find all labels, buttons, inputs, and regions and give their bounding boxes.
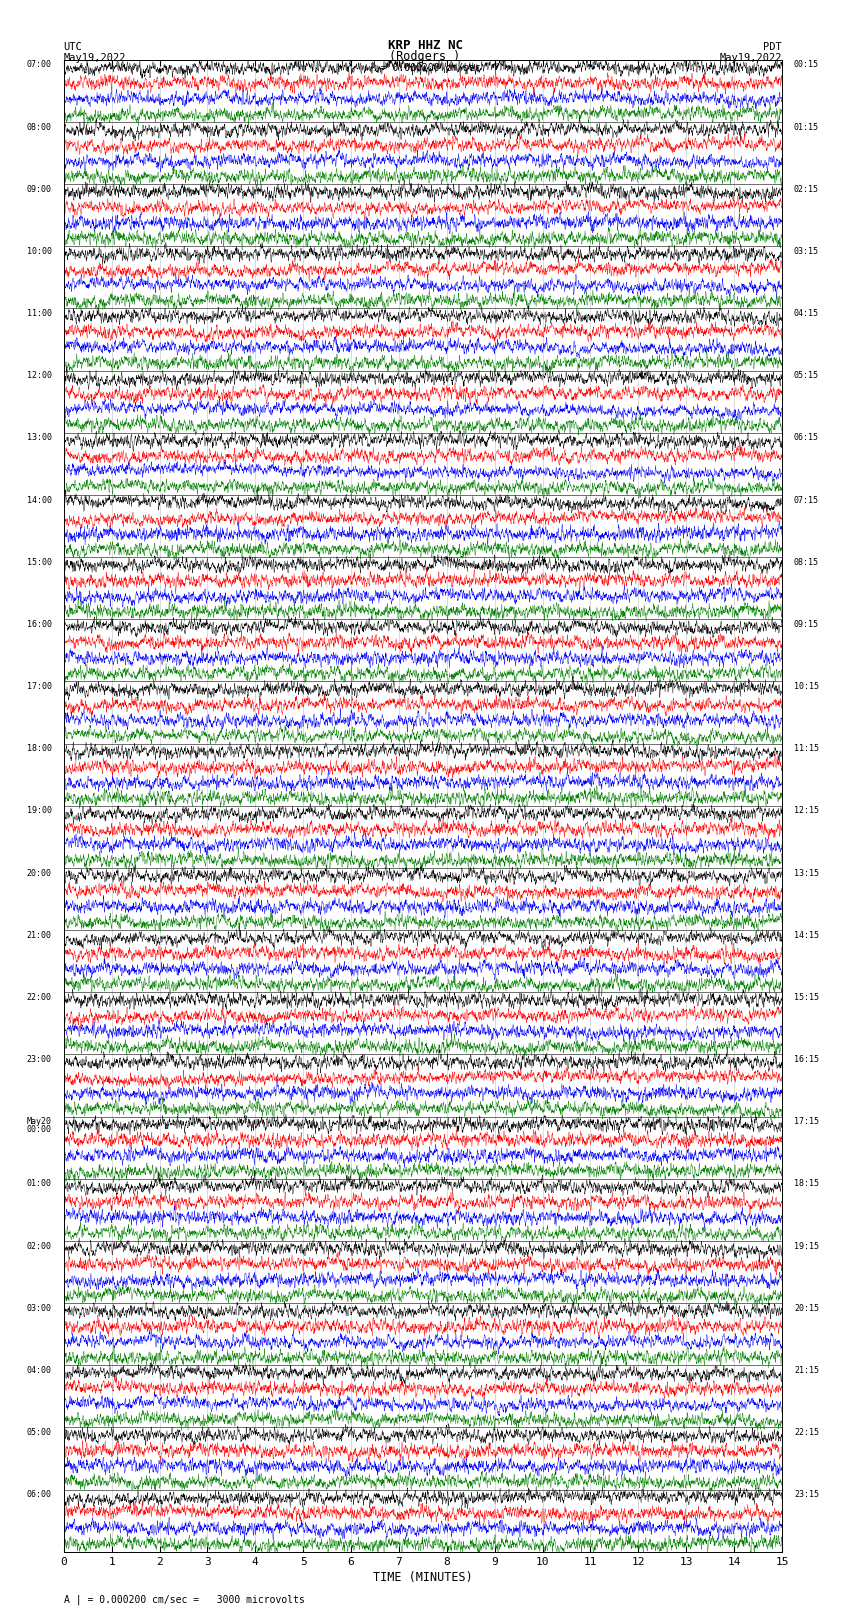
Text: UTC: UTC xyxy=(64,42,82,52)
Text: | = 0.000200 cm/sec: | = 0.000200 cm/sec xyxy=(369,61,481,73)
Text: 22:15: 22:15 xyxy=(794,1428,819,1437)
Text: 23:00: 23:00 xyxy=(27,1055,52,1065)
Text: 20:15: 20:15 xyxy=(794,1303,819,1313)
Text: 22:00: 22:00 xyxy=(27,994,52,1002)
Text: 08:15: 08:15 xyxy=(794,558,819,566)
Text: 07:15: 07:15 xyxy=(794,495,819,505)
Text: 06:15: 06:15 xyxy=(794,434,819,442)
Text: 12:00: 12:00 xyxy=(27,371,52,381)
Text: A | = 0.000200 cm/sec =   3000 microvolts: A | = 0.000200 cm/sec = 3000 microvolts xyxy=(64,1594,304,1605)
Text: May20: May20 xyxy=(27,1118,52,1126)
Text: 18:15: 18:15 xyxy=(794,1179,819,1189)
Text: 04:15: 04:15 xyxy=(794,310,819,318)
Text: May19,2022: May19,2022 xyxy=(719,53,782,63)
Text: 21:15: 21:15 xyxy=(794,1366,819,1374)
Text: 10:15: 10:15 xyxy=(794,682,819,690)
Text: 09:00: 09:00 xyxy=(27,185,52,194)
Text: 20:00: 20:00 xyxy=(27,869,52,877)
Text: 11:00: 11:00 xyxy=(27,310,52,318)
Text: (Rodgers ): (Rodgers ) xyxy=(389,50,461,63)
Text: 03:00: 03:00 xyxy=(27,1303,52,1313)
Text: 06:00: 06:00 xyxy=(27,1490,52,1500)
X-axis label: TIME (MINUTES): TIME (MINUTES) xyxy=(373,1571,473,1584)
Text: 14:00: 14:00 xyxy=(27,495,52,505)
Text: 05:15: 05:15 xyxy=(794,371,819,381)
Text: 10:00: 10:00 xyxy=(27,247,52,256)
Text: 08:00: 08:00 xyxy=(27,123,52,132)
Text: 02:15: 02:15 xyxy=(794,185,819,194)
Text: 18:00: 18:00 xyxy=(27,744,52,753)
Text: 16:15: 16:15 xyxy=(794,1055,819,1065)
Text: 13:15: 13:15 xyxy=(794,869,819,877)
Text: 12:15: 12:15 xyxy=(794,806,819,816)
Text: 01:00: 01:00 xyxy=(27,1179,52,1189)
Text: 07:00: 07:00 xyxy=(27,60,52,69)
Text: 17:00: 17:00 xyxy=(27,682,52,690)
Text: 15:15: 15:15 xyxy=(794,994,819,1002)
Text: 05:00: 05:00 xyxy=(27,1428,52,1437)
Text: 23:15: 23:15 xyxy=(794,1490,819,1500)
Text: KRP HHZ NC: KRP HHZ NC xyxy=(388,39,462,52)
Text: 00:00: 00:00 xyxy=(27,1126,52,1134)
Text: 01:15: 01:15 xyxy=(794,123,819,132)
Text: 14:15: 14:15 xyxy=(794,931,819,940)
Text: 02:00: 02:00 xyxy=(27,1242,52,1250)
Text: 16:00: 16:00 xyxy=(27,619,52,629)
Text: 19:15: 19:15 xyxy=(794,1242,819,1250)
Text: 21:00: 21:00 xyxy=(27,931,52,940)
Text: 17:15: 17:15 xyxy=(794,1118,819,1126)
Text: 11:15: 11:15 xyxy=(794,744,819,753)
Text: 13:00: 13:00 xyxy=(27,434,52,442)
Text: 03:15: 03:15 xyxy=(794,247,819,256)
Text: 19:00: 19:00 xyxy=(27,806,52,816)
Text: May19,2022: May19,2022 xyxy=(64,53,127,63)
Text: 04:00: 04:00 xyxy=(27,1366,52,1374)
Text: PDT: PDT xyxy=(763,42,782,52)
Text: 09:15: 09:15 xyxy=(794,619,819,629)
Text: 15:00: 15:00 xyxy=(27,558,52,566)
Text: 00:15: 00:15 xyxy=(794,60,819,69)
